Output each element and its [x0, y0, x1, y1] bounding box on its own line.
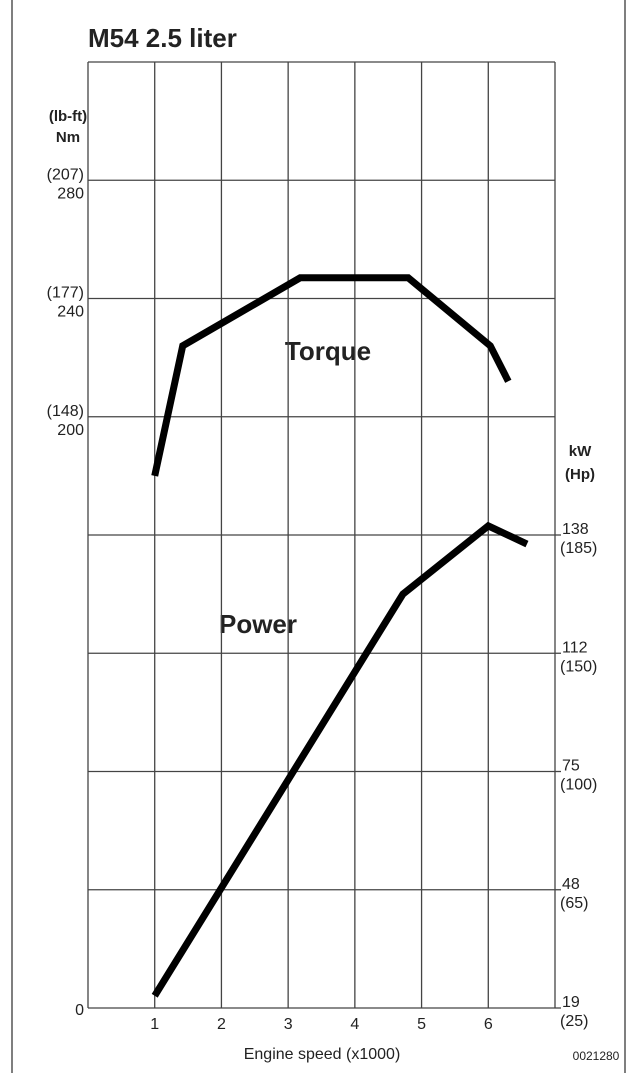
y2-axis-label: (Hp)	[565, 466, 595, 483]
annotation: Power	[219, 609, 297, 639]
y2-tick-alt-label: (100)	[560, 777, 597, 794]
figure-code: 0021280	[573, 1049, 620, 1063]
y2-tick-label: 112	[562, 639, 588, 656]
x-tick-label: 1	[150, 1016, 159, 1033]
y-tick-alt-label: (177)	[47, 285, 84, 302]
x-tick-label: 6	[484, 1016, 493, 1033]
y-tick-label: 240	[57, 304, 84, 321]
x-tick-label: 2	[217, 1016, 226, 1033]
y-tick-alt-label: (207)	[47, 166, 84, 183]
y2-tick-label: 75	[562, 758, 580, 775]
y2-tick-label: 138	[562, 521, 589, 538]
y2-tick-label: 48	[562, 876, 580, 893]
series-line	[151, 274, 512, 477]
x-tick-label: 5	[417, 1016, 426, 1033]
y2-tick-alt-label: (65)	[560, 895, 588, 912]
y2-axis-label: kW	[569, 443, 592, 460]
y-tick-label: 200	[57, 422, 84, 439]
y2-tick-alt-label: (150)	[560, 658, 597, 675]
y2-tick-label: 19	[562, 994, 580, 1011]
x-tick-label: 4	[350, 1016, 359, 1033]
y-tick-alt-label: (148)	[47, 403, 84, 420]
y-axis-label: (lb-ft)	[49, 108, 87, 125]
y2-tick-alt-label: (25)	[560, 1013, 588, 1030]
x-axis-label: Engine speed (x1000)	[244, 1046, 401, 1063]
y-tick-label: 280	[57, 185, 84, 202]
annotation: Torque	[285, 336, 371, 366]
y-tick-label: 0	[75, 1002, 84, 1019]
y2-tick-alt-label: (185)	[560, 540, 597, 557]
chart-title: M54 2.5 liter	[88, 23, 237, 53]
series-line	[151, 521, 529, 998]
x-tick-label: 3	[284, 1016, 293, 1033]
y-axis-label: Nm	[56, 129, 80, 146]
